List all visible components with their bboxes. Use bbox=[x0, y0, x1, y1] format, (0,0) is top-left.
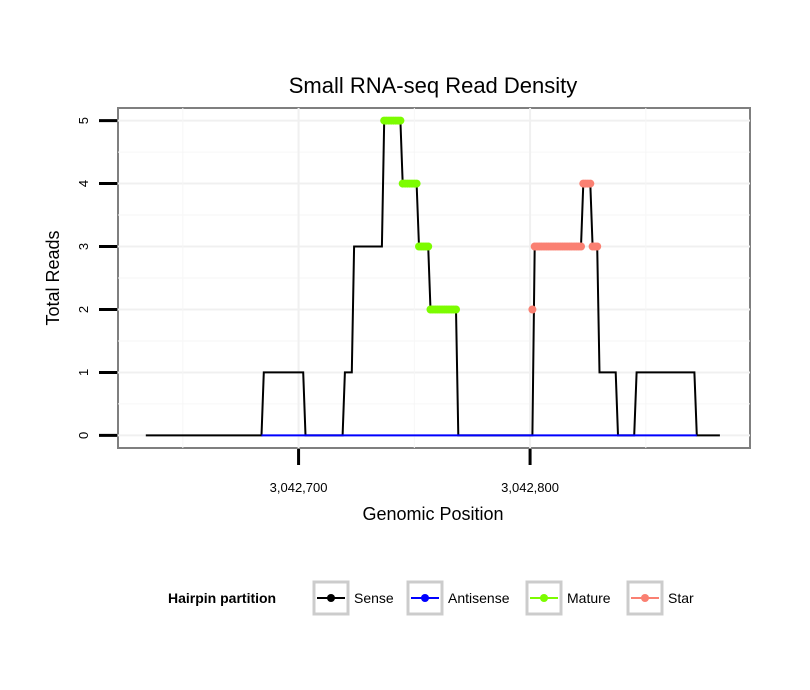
legend-key-point bbox=[641, 594, 649, 602]
data-point-mature bbox=[424, 242, 433, 251]
y-tick-label: 2 bbox=[76, 306, 91, 313]
chart-title: Small RNA-seq Read Density bbox=[289, 73, 578, 98]
data-point-star bbox=[586, 179, 595, 188]
legend-key-point bbox=[327, 594, 335, 602]
x-axis: 3,042,700 3,042,800 bbox=[270, 449, 559, 495]
legend-label: Star bbox=[668, 590, 694, 606]
y-axis: 0 1 2 3 4 5 bbox=[76, 117, 117, 439]
data-point-mature bbox=[396, 116, 405, 125]
y-tick-label: 0 bbox=[76, 432, 91, 439]
data-point-star bbox=[577, 242, 585, 251]
legend-label: Antisense bbox=[448, 590, 510, 606]
y-axis-title: Total Reads bbox=[43, 230, 63, 325]
x-tick-label: 3,042,700 bbox=[270, 480, 328, 495]
x-tick-label: 3,042,800 bbox=[501, 480, 559, 495]
y-tick-label: 1 bbox=[76, 369, 91, 376]
legend-label: Sense bbox=[354, 590, 394, 606]
legend: Hairpin partition Sense Antisense Mature St… bbox=[168, 580, 694, 616]
x-axis-title: Genomic Position bbox=[362, 504, 503, 524]
y-tick-label: 3 bbox=[76, 243, 91, 250]
legend-item-antisense: Antisense bbox=[406, 580, 510, 616]
y-tick-label: 5 bbox=[76, 117, 91, 124]
data-point-mature bbox=[412, 179, 421, 188]
y-tick-label: 4 bbox=[76, 180, 91, 187]
legend-item-star: Star bbox=[626, 580, 694, 616]
legend-title: Hairpin partition bbox=[168, 590, 276, 606]
legend-key-point bbox=[540, 594, 548, 602]
legend-item-sense: Sense bbox=[312, 580, 394, 616]
data-point-mature bbox=[452, 305, 460, 314]
legend-label: Mature bbox=[567, 590, 611, 606]
legend-key-point bbox=[421, 594, 429, 602]
data-point-star bbox=[528, 305, 537, 314]
series-layer bbox=[145, 116, 720, 437]
legend-item-mature: Mature bbox=[525, 580, 611, 616]
data-point-star bbox=[593, 242, 602, 251]
